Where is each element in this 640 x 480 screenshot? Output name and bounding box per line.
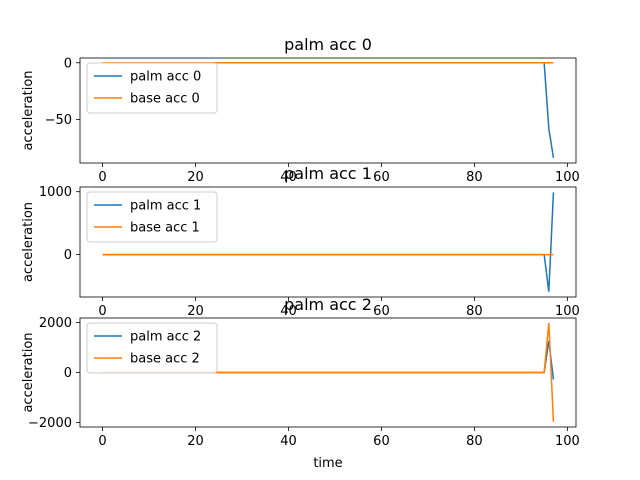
- x-tick-label-0-0: 0: [98, 170, 106, 185]
- y-axis-label-0: acceleration: [21, 70, 36, 150]
- legend-label-1-1: base acc 1: [130, 221, 200, 236]
- y-axis-label-2: acceleration: [21, 332, 36, 412]
- y-tick-label-0-0: 0: [64, 56, 72, 71]
- legend-1: palm acc 1 base acc 1: [86, 191, 218, 243]
- x-tick-label-2-3: 60: [373, 434, 390, 449]
- legend-label-0-0: palm acc 0: [130, 70, 201, 85]
- x-tick-label-2-4: 80: [466, 434, 483, 449]
- legend-label-1-0: palm acc 1: [130, 199, 201, 214]
- legend-label-0-1: base acc 0: [130, 92, 200, 107]
- x-axis-label-2: time: [313, 456, 342, 471]
- x-tick-label-1-3: 60: [373, 304, 390, 319]
- x-tick-label-2-0: 0: [98, 434, 106, 449]
- x-tick-label-0-3: 60: [373, 170, 390, 185]
- legend-0: palm acc 0 base acc 0: [86, 62, 218, 114]
- x-tick-label-2-1: 20: [187, 434, 204, 449]
- x-tick-label-0-1: 20: [187, 170, 204, 185]
- y-tick-label-2-1: 0: [64, 366, 72, 381]
- y-axis-label-1: acceleration: [21, 202, 36, 282]
- series-line-2-1: [102, 322, 555, 423]
- subplot-0: 0 20 40 60 80 100 0 −50 palm acc 0 acceleration pa…: [21, 35, 580, 185]
- y-tick-label-2-0: 2000: [39, 316, 72, 331]
- y-tick-label-1-0: 1000: [39, 185, 72, 200]
- x-tick-label-1-5: 100: [555, 304, 580, 319]
- subplot-title-1: palm acc 1: [284, 164, 372, 183]
- axes-frame-0: [79, 57, 577, 164]
- x-tick-label-1-4: 80: [466, 304, 483, 319]
- legend-2: palm acc 2 base acc 2: [86, 322, 218, 374]
- x-tick-label-1-2: 40: [280, 304, 297, 319]
- y-tick-label-2-2: −2000: [28, 416, 72, 431]
- x-tick-label-0-5: 100: [555, 170, 580, 185]
- x-tick-label-0-2: 40: [280, 170, 297, 185]
- x-tick-label-1-0: 0: [98, 304, 106, 319]
- x-tick-label-1-1: 20: [187, 304, 204, 319]
- legend-label-2-1: base acc 2: [130, 352, 200, 367]
- subplot-2: 0 20 40 60 80 100 2000 0 −2000 palm acc 2 accelera…: [21, 295, 580, 471]
- subplot-title-0: palm acc 0: [284, 35, 372, 54]
- y-tick-label-1-1: 0: [64, 248, 72, 263]
- axes-frame-1: [79, 186, 577, 298]
- legend-label-2-0: palm acc 2: [130, 330, 201, 345]
- x-tick-label-0-4: 80: [466, 170, 483, 185]
- x-tick-label-2-5: 100: [555, 434, 580, 449]
- x-tick-label-2-2: 40: [280, 434, 297, 449]
- y-tick-label-0-1: −50: [45, 113, 72, 128]
- subplot-title-2: palm acc 2: [284, 295, 372, 314]
